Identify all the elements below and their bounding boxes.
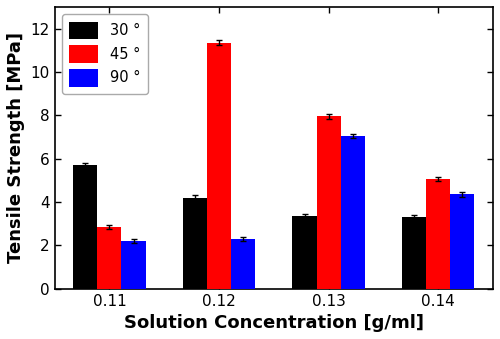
Bar (73, 165, 98, 288)
Bar (316, 116, 340, 288)
Bar (207, 43, 231, 288)
Bar (292, 216, 316, 288)
Bar (340, 136, 365, 288)
Bar (231, 239, 255, 288)
Bar (183, 198, 207, 288)
Bar (450, 194, 474, 288)
Bar (426, 179, 450, 288)
X-axis label: Solution Concentration [g/ml]: Solution Concentration [g/ml] (124, 314, 424, 332)
Bar (402, 217, 426, 288)
Y-axis label: Tensile Strength [MPa]: Tensile Strength [MPa] (7, 32, 25, 263)
Bar (98, 227, 122, 288)
Legend: 30 °, 45 °, 90 °: 30 °, 45 °, 90 ° (62, 14, 148, 94)
Bar (122, 241, 146, 288)
